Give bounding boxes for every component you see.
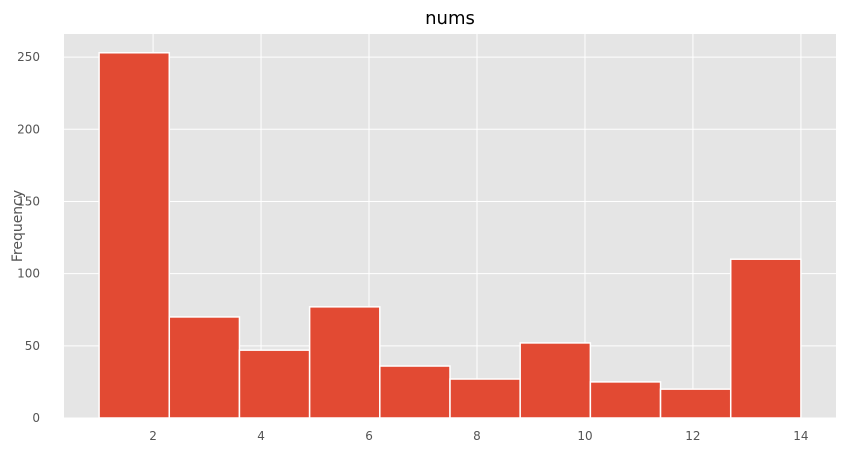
y-tick-label-200: 200	[17, 122, 40, 136]
bars	[98, 52, 802, 419]
y-tick-label-250: 250	[17, 50, 40, 64]
histogram-bar-3	[238, 349, 311, 419]
histogram-bar-9	[659, 388, 732, 419]
tick-labels: 2 4 6 8 10 12 14 0 50 100 150 200 250	[17, 50, 808, 443]
x-tick-label-6: 6	[365, 429, 373, 443]
chart-title: nums	[425, 8, 475, 29]
histogram-bar-2	[168, 316, 241, 419]
y-tick-label-50: 50	[25, 339, 40, 353]
x-tick-label-10: 10	[577, 429, 592, 443]
histogram-bar-7	[519, 342, 592, 419]
histogram-bar-8	[589, 381, 662, 419]
histogram-bar-10	[729, 258, 802, 419]
y-axis-title: Frequency	[10, 190, 26, 262]
x-tick-label-4: 4	[257, 429, 265, 443]
x-tick-label-8: 8	[473, 429, 481, 443]
y-tick-label-150: 150	[17, 194, 40, 208]
y-tick-label-0: 0	[32, 411, 40, 425]
x-tick-label-12: 12	[685, 429, 700, 443]
x-tick-label-2: 2	[149, 429, 157, 443]
histogram-bar-6	[449, 378, 521, 419]
histogram-bar-5	[379, 365, 451, 419]
histogram-bar-4	[308, 306, 381, 419]
y-tick-label-100: 100	[17, 267, 40, 281]
x-tick-label-14: 14	[793, 429, 808, 443]
histogram-bar-1	[98, 52, 171, 419]
